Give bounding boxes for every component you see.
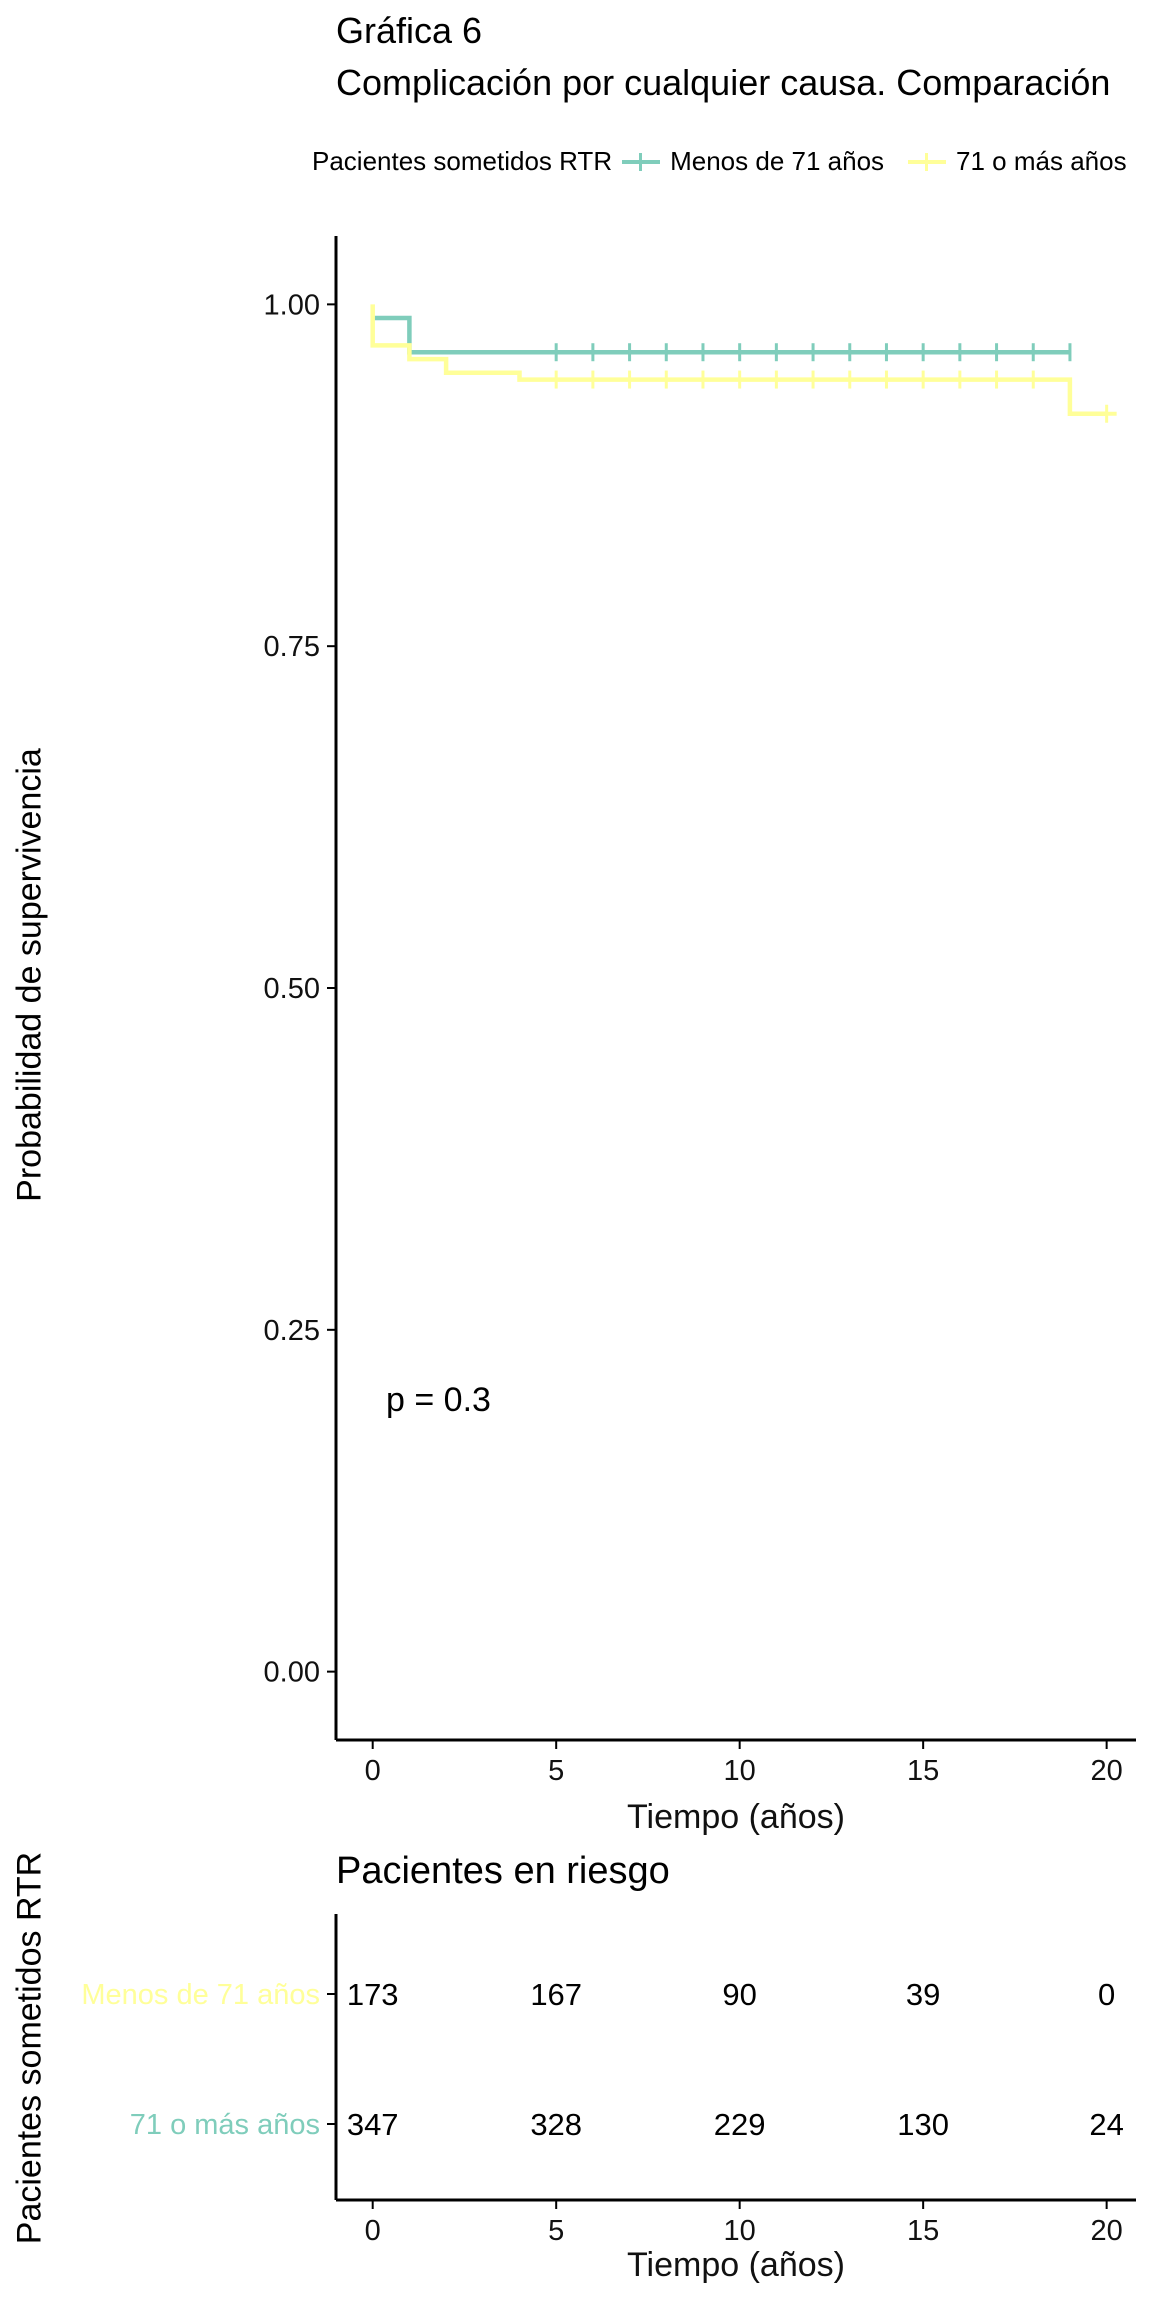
x-tick-label: 10 — [724, 1755, 756, 1787]
risk-count: 0 — [1098, 1977, 1115, 2012]
risk-count: 90 — [722, 1977, 756, 2012]
survival-series-2 — [370, 304, 1117, 423]
legend-label-1: Menos de 71 años — [670, 146, 885, 176]
x-tick-label: 5 — [548, 1755, 564, 1787]
x-tick-label: 15 — [907, 1755, 939, 1787]
risk-x-axis-label: Tiempo (años) — [627, 2246, 845, 2284]
legend-title: Pacientes sometidos RTR — [312, 146, 613, 176]
y-tick-label: 0.00 — [264, 1657, 320, 1689]
risk-count: 229 — [714, 2107, 766, 2142]
risk-row-label: 71 o más años — [130, 2109, 320, 2141]
x-axis-label: Tiempo (años) — [627, 1798, 845, 1836]
survival-curve-line — [370, 304, 1107, 416]
x-tick-label: 0 — [365, 1755, 381, 1787]
legend: Pacientes sometidos RTR Menos de 71 años… — [312, 146, 1141, 177]
y-tick-label: 1.00 — [264, 289, 320, 321]
risk-count: 39 — [906, 1977, 940, 2012]
risk-x-tick-label: 20 — [1091, 2215, 1123, 2247]
risk-count: 24 — [1089, 2107, 1123, 2142]
risk-row-label: Menos de 71 años — [81, 1979, 320, 2011]
chart-title: Gráfica 6 — [336, 10, 483, 51]
survival-series-1 — [372, 315, 1072, 362]
risk-table-title: Pacientes en riesgo — [336, 1850, 670, 1892]
risk-count: 130 — [897, 2107, 949, 2142]
y-tick-label: 0.75 — [264, 631, 320, 663]
risk-x-tick-label: 15 — [907, 2215, 939, 2247]
risk-x-tick-label: 10 — [724, 2215, 756, 2247]
survival-curve-line — [372, 315, 1070, 355]
risk-x-tick-label: 0 — [365, 2215, 381, 2247]
y-tick-label: 0.25 — [264, 1315, 320, 1347]
risk-count: 167 — [530, 1977, 582, 2012]
legend-key-icon-2 — [906, 149, 948, 175]
risk-count: 328 — [530, 2107, 582, 2142]
p-value-label: p = 0.3 — [386, 1381, 491, 1419]
y-tick-label: 0.50 — [264, 973, 320, 1005]
risk-count: 173 — [347, 1977, 399, 2012]
chart-subtitle: Complicación por cualquier causa. Compar… — [336, 62, 1111, 103]
risk-x-tick-label: 5 — [548, 2215, 564, 2247]
legend-key-icon-1 — [620, 149, 662, 175]
risk-count: 347 — [347, 2107, 399, 2142]
legend-label-2: 71 o más años — [956, 146, 1127, 176]
x-tick-label: 20 — [1091, 1755, 1123, 1787]
